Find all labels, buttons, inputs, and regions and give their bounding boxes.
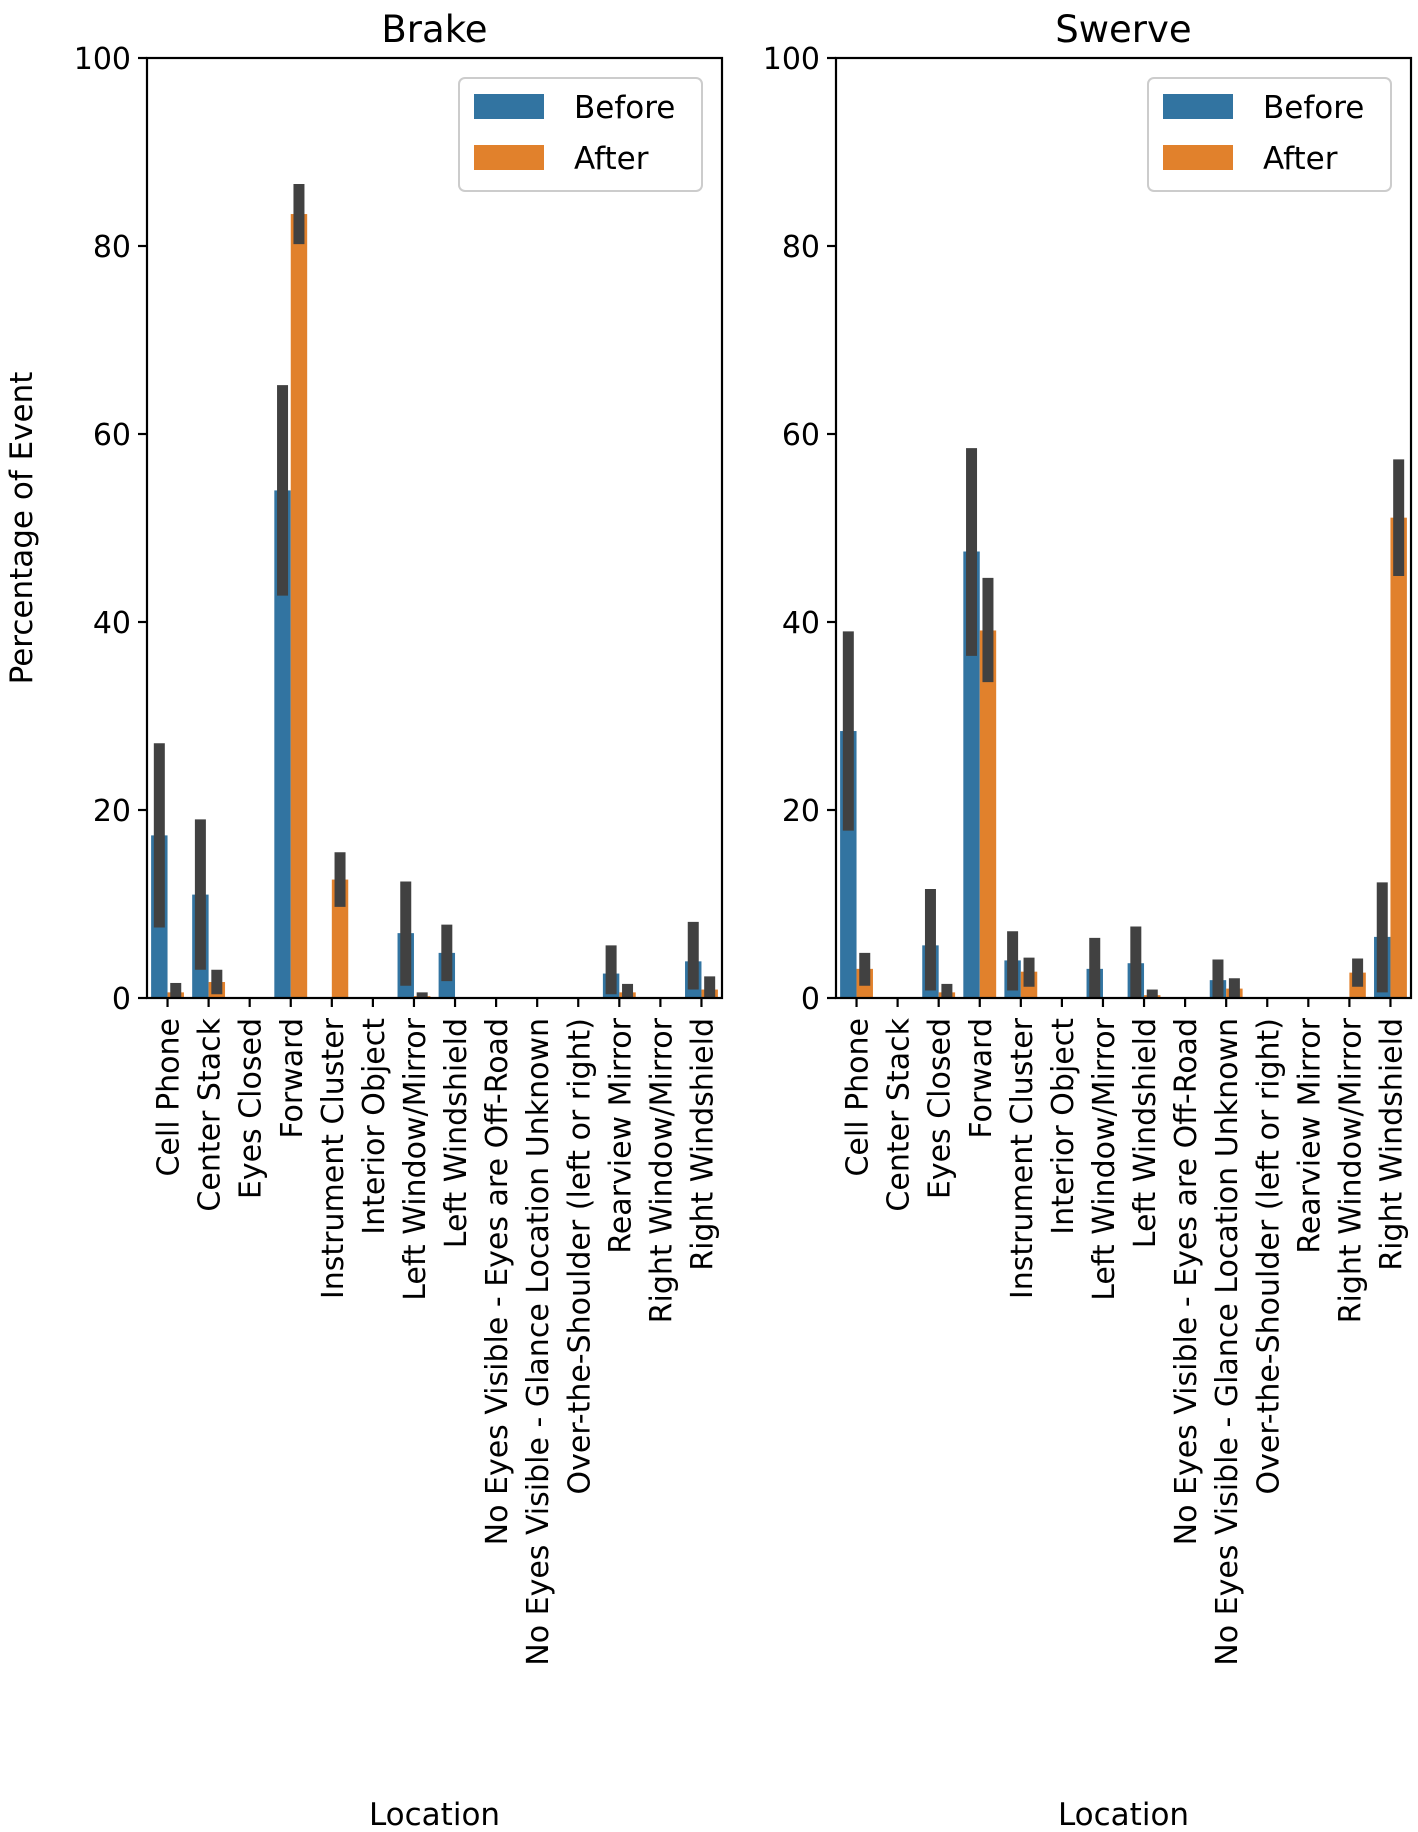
legend-swatch (1163, 145, 1233, 170)
series-before (840, 448, 1391, 998)
bar (963, 551, 980, 998)
category-label: Center Stack (882, 1017, 917, 1211)
category-label: No Eyes Visible - Glance Location Unknow… (1210, 1018, 1245, 1666)
series-before (151, 385, 702, 998)
category-label: Interior Object (357, 1018, 392, 1235)
category-label: Interior Object (1046, 1018, 1081, 1235)
plot-frame (145, 56, 724, 1000)
chart-title: Brake (381, 8, 487, 51)
category-label: Rearview Mirror (1292, 1017, 1327, 1253)
legend-label: After (574, 141, 649, 177)
category-label: Forward (964, 1018, 999, 1139)
bar (290, 214, 308, 999)
y-tick-label: 100 (74, 42, 131, 77)
bar (274, 490, 291, 998)
category-label: Over-the-Shoulder (left or right) (1251, 1018, 1286, 1495)
x-axis-label: Location (1058, 1797, 1189, 1832)
y-tick-label: 80 (782, 230, 820, 265)
category-label: No Eyes Visible - Eyes are Off-Road (1169, 1018, 1204, 1545)
series-after (167, 183, 718, 999)
bar (979, 630, 997, 998)
category-label: Forward (275, 1018, 310, 1139)
category-label: Eyes Closed (923, 1018, 958, 1199)
x-axis-label: Location (369, 1797, 500, 1832)
category-label: Right Windshield (1374, 1018, 1409, 1271)
category-label: Instrument Cluster (316, 1017, 351, 1299)
legend-swatch (474, 94, 544, 119)
category-label: Right Windshield (685, 1018, 720, 1271)
panel-swerve: Swerve 0 20 40 60 80 100 Cell Phone Center Stack… (763, 8, 1413, 1832)
legend-label: Before (1263, 90, 1364, 126)
category-label: No Eyes Visible - Glance Location Unknow… (521, 1018, 556, 1666)
y-tick-label: 60 (93, 418, 131, 453)
category-label: Cell Phone (841, 1018, 876, 1177)
legend-swatch (1163, 94, 1233, 119)
category-label: Right Window/Mirror (644, 1017, 679, 1323)
category-label: Over-the-Shoulder (left or right) (562, 1018, 597, 1495)
y-tick-label: 20 (93, 794, 131, 829)
category-label: Left Window/Mirror (398, 1017, 433, 1300)
y-tick-label: 100 (763, 42, 820, 77)
y-tick-label: 0 (801, 982, 820, 1017)
category-label: Left Window/Mirror (1087, 1017, 1122, 1300)
y-tick-label: 40 (782, 606, 820, 641)
legend: Before After (458, 77, 703, 192)
y-tick-label: 80 (93, 230, 131, 265)
category-label: Left Windshield (1128, 1018, 1163, 1248)
bar (331, 879, 349, 998)
legend-label: Before (574, 90, 675, 126)
y-tick-label: 60 (782, 418, 820, 453)
legend-label: After (1263, 141, 1338, 177)
plot-frame (834, 56, 1413, 1000)
category-label: No Eyes Visible - Eyes are Off-Road (480, 1018, 515, 1545)
category-label: Rearview Mirror (603, 1017, 638, 1253)
legend: Before After (1147, 77, 1392, 192)
chart-title: Swerve (1055, 8, 1191, 51)
y-tick-label: 0 (112, 982, 131, 1017)
y-tick-label: 40 (93, 606, 131, 641)
series-after (856, 459, 1407, 998)
category-label: Center Stack (193, 1017, 228, 1211)
legend-swatch (474, 145, 544, 170)
y-axis-label: Percentage of Event (4, 372, 40, 685)
category-label: Instrument Cluster (1005, 1017, 1040, 1299)
category-label: Eyes Closed (234, 1018, 269, 1199)
category-label: Right Window/Mirror (1333, 1017, 1368, 1323)
panel-brake: Brake 0 20 40 60 80 100 Percentage of Event Cell… (4, 8, 724, 1832)
bar (1390, 517, 1407, 998)
category-label: Cell Phone (152, 1018, 187, 1177)
category-label: Left Windshield (439, 1018, 474, 1248)
y-tick-label: 20 (782, 794, 820, 829)
